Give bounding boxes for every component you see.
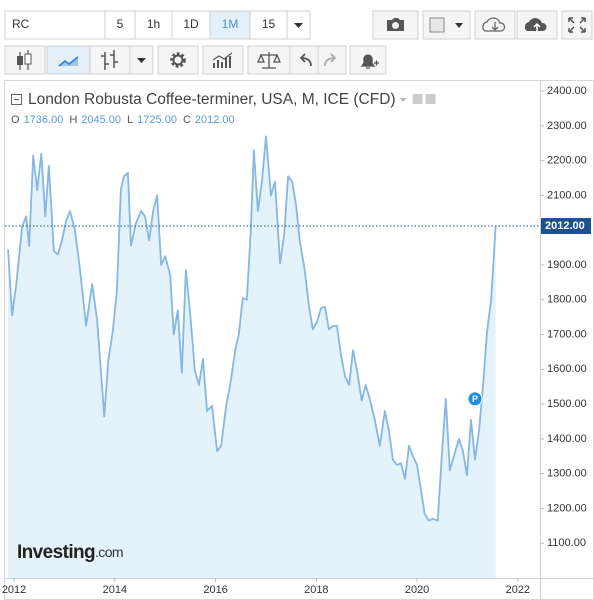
fullscreen-button[interactable] — [561, 10, 593, 40]
y-tick-label: 1400.00 — [547, 433, 587, 445]
ohlc-key: C — [183, 114, 191, 126]
area-button[interactable] — [46, 45, 91, 75]
y-tick-label: 1700.00 — [547, 328, 587, 340]
bell-icon — [360, 54, 376, 69]
interval-label: 1h — [147, 17, 160, 31]
settings-toggle[interactable] — [425, 94, 436, 104]
y-tick-label: 1100.00 — [547, 537, 586, 549]
interval-label: 1M — [222, 17, 239, 31]
settings-button[interactable] — [157, 45, 199, 75]
y-tick-label: 1200.00 — [547, 502, 587, 514]
indicators-line — [212, 52, 233, 61]
y-tick-label: 1300.00 — [547, 468, 587, 480]
x-tick-label: 2022 — [506, 584, 530, 596]
y-tick-label: 2400.00 — [547, 85, 587, 97]
interval-button[interactable] — [249, 10, 288, 40]
y-tick-label: 2200.00 — [547, 155, 587, 167]
bars-button[interactable] — [89, 45, 131, 75]
last-price-label: 2012.00 — [545, 220, 585, 232]
plot-area: P — [5, 135, 540, 579]
interval-label: 1D — [183, 17, 199, 31]
caret-icon — [294, 23, 303, 28]
plus-icon — [374, 60, 379, 66]
title-caret — [399, 98, 407, 102]
legend-tools — [399, 94, 436, 104]
candle-body — [24, 53, 32, 65]
scale-icon — [257, 52, 281, 69]
area — [8, 136, 496, 579]
caret-icon — [137, 58, 146, 63]
indicators-icon — [213, 56, 231, 68]
interval-label: 15 — [262, 17, 276, 31]
redo-icon — [324, 53, 337, 67]
ohlc-key: L — [127, 114, 133, 126]
indicators-button[interactable] — [202, 45, 244, 75]
x-tick-label: 2018 — [304, 584, 328, 596]
ohlc-value: 1725.00 — [137, 114, 177, 126]
interval-button[interactable] — [104, 10, 136, 40]
interval-group: 5 1h 1D 1M 15 — [104, 10, 288, 40]
y-tick-label: 1500.00 — [547, 398, 587, 410]
x-tick-label: 2020 — [405, 584, 429, 596]
candle-body — [17, 56, 23, 65]
price-line — [7, 135, 497, 522]
area-icon — [59, 57, 78, 66]
symbol-text: RC — [12, 17, 30, 31]
gear-teeth — [170, 52, 186, 68]
undo-icon — [299, 53, 312, 67]
ohlc-value: 2045.00 — [81, 114, 121, 126]
symbol-input[interactable] — [4, 10, 106, 40]
ohlc-legend: O 1736.00 H 2045.00 L 1725.00 C 2012.00 — [11, 114, 235, 126]
interval-label: 5 — [117, 17, 124, 31]
ohlc-value: 1736.00 — [24, 114, 64, 126]
ohlc-value: 2012.00 — [195, 114, 235, 126]
expand-icon — [568, 17, 586, 33]
gear-icon — [172, 54, 184, 66]
arrow-icon — [491, 22, 499, 31]
chart-title: London Robusta Coffee-terminer, USA, M, … — [28, 91, 396, 108]
x-tick-label: 2016 — [203, 584, 227, 596]
watermark-brand: Investing — [17, 542, 95, 563]
x-tick-label: 2012 — [2, 584, 26, 596]
ohlc-key: O — [11, 114, 20, 126]
area-icon-line — [58, 56, 79, 67]
event-marker-label: P — [472, 394, 478, 404]
x-tick-label: 2014 — [103, 584, 127, 596]
caret-icon — [455, 23, 463, 28]
y-tick-label: 2100.00 — [547, 189, 587, 201]
event-marker[interactable] — [467, 391, 483, 407]
y-tick-label: 1600.00 — [547, 363, 587, 375]
y-tick-label: 2300.00 — [547, 120, 587, 132]
y-tick-label: 1900.00 — [547, 259, 587, 271]
cloud-icon — [482, 17, 506, 32]
watermark-suffix: .com — [95, 544, 123, 560]
interval-button[interactable] — [134, 10, 173, 40]
camera-lens — [392, 22, 399, 29]
color-swatch — [429, 17, 445, 33]
last-price-box — [541, 218, 591, 235]
arrow-icon — [533, 22, 541, 31]
bars-icon — [101, 50, 118, 70]
interval-button[interactable] — [209, 10, 251, 40]
watermark: Investing.com — [17, 542, 123, 563]
ohlc-key: H — [69, 114, 77, 126]
y-tick-label: 1800.00 — [547, 294, 587, 306]
visibility-toggle[interactable] — [412, 94, 423, 104]
